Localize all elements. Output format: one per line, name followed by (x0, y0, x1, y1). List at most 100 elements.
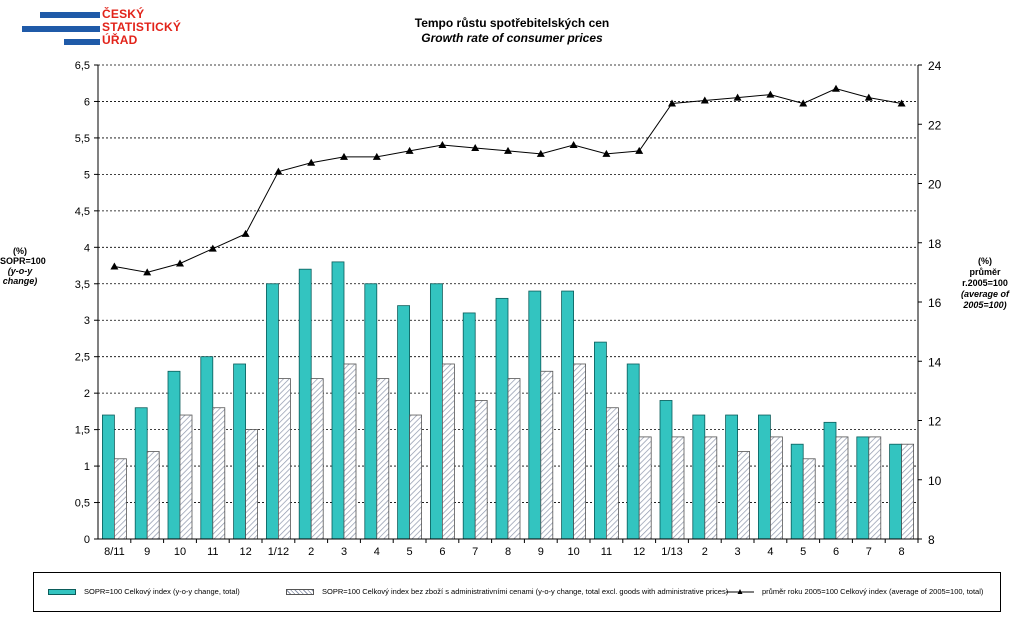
y-tick-label-left: 6 (84, 96, 90, 108)
bar-total (331, 261, 345, 540)
index-point (340, 152, 348, 160)
index-point (733, 93, 742, 101)
index-point (274, 167, 283, 175)
x-tick-label: 5 (407, 546, 413, 558)
index-point (208, 244, 217, 252)
bar-excl-admin (114, 458, 127, 540)
x-tick-label: 12 (239, 546, 251, 558)
x-tick-label: 8 (899, 546, 905, 558)
bar-excl-admin (146, 451, 160, 540)
legend-swatch-total (48, 589, 76, 595)
bar-total (233, 363, 247, 540)
index-point (372, 152, 381, 160)
y-tick-label-left: 3,5 (75, 279, 90, 291)
index-point (799, 99, 808, 107)
x-tick-label: 3 (341, 546, 347, 558)
bar-excl-admin (573, 363, 586, 540)
y-tick-label-right: 16 (928, 296, 942, 310)
x-tick-label: 8 (505, 546, 511, 558)
y-tick-label-left: 1 (84, 461, 90, 473)
legend-swatch-excl-admin (286, 589, 314, 595)
logo-line-2: STATISTICKÝ (102, 20, 182, 34)
x-tick-label: 10 (174, 546, 186, 558)
legend-label: průměr roku 2005=100 Celkový index (aver… (762, 587, 984, 596)
y-tick-label-right: 20 (928, 178, 942, 192)
bar-excl-admin (901, 443, 914, 540)
index-point (504, 146, 512, 154)
y-tick-label-left: 5,5 (75, 133, 90, 145)
left-axis-label: (%) SOPR=100 (y-o-y change) (0, 246, 46, 286)
y-tick-label-right: 8 (928, 533, 935, 547)
bar-excl-admin (179, 414, 193, 540)
bar-total (102, 414, 115, 540)
right-axis-label-line: průměr r.2005=100 (962, 267, 1008, 288)
y-tick-label-right: 22 (928, 118, 942, 132)
y-tick-label-right: 12 (928, 415, 942, 429)
bar-total (823, 421, 837, 540)
bar-total (134, 407, 148, 540)
bar-total (364, 283, 378, 540)
x-tick-label: 10 (567, 546, 579, 558)
y-tick-label-left: 4 (84, 242, 90, 254)
csu-logo: ČESKÝ STATISTICKÝ ÚŘAD (22, 8, 192, 48)
right-axis-label-line: (average of 2005=100) (960, 289, 1010, 310)
index-point (536, 149, 545, 157)
bar-excl-admin (376, 378, 390, 540)
x-tick-label: 7 (472, 546, 478, 558)
bar-total (856, 436, 870, 540)
logo-line-1: ČESKÝ (102, 7, 145, 21)
bar-excl-admin (802, 458, 816, 540)
bar-excl-admin (868, 436, 882, 540)
legend: SOPR=100 Celkový index (y-o-y change, to… (33, 572, 1001, 612)
bar-excl-admin (277, 378, 291, 540)
chart-subtitle: Growth rate of consumer prices (421, 31, 603, 45)
logo-line-3: ÚŘAD (102, 33, 138, 47)
bar-total (594, 341, 607, 540)
bar-total (462, 312, 476, 540)
index-point (405, 146, 414, 154)
x-tick-label: 9 (538, 546, 544, 558)
left-axis-label-line: (y-o-y change) (2, 266, 38, 286)
chart-title: Tempo růstu spotřebitelských cen (414, 16, 610, 30)
x-tick-label: 9 (144, 546, 150, 558)
y-tick-label-right: 10 (928, 474, 942, 488)
x-tick-label: 6 (439, 546, 445, 558)
bar-total (692, 414, 706, 540)
bar-excl-admin (310, 378, 324, 540)
y-tick-label-left: 3 (84, 315, 90, 327)
y-tick-label-left: 1,5 (75, 425, 90, 437)
left-axis-label-line: (%) (13, 246, 27, 256)
x-tick-label: 2 (308, 546, 314, 558)
bar-excl-admin (441, 363, 455, 540)
index-point (176, 259, 184, 267)
right-axis-label-line: (%) (978, 256, 992, 266)
y-tick-label-left: 4,5 (75, 206, 90, 218)
bar-excl-admin (737, 451, 750, 540)
bar-excl-admin (343, 363, 357, 540)
x-tick-label: 2 (702, 546, 708, 558)
y-tick-label-left: 5 (84, 169, 90, 181)
bars (102, 261, 914, 540)
bar-total (659, 400, 673, 540)
bar-excl-admin (409, 414, 423, 540)
y-tick-label-left: 2 (84, 388, 90, 400)
x-tick-label: 4 (374, 546, 380, 558)
index-point (864, 93, 873, 101)
index-point (307, 158, 316, 166)
x-tick-label: 6 (833, 546, 839, 558)
x-tick-label: 7 (866, 546, 872, 558)
bar-excl-admin (671, 436, 685, 540)
bar-total (626, 363, 640, 540)
bar-excl-admin (474, 400, 488, 540)
index-point (143, 268, 152, 276)
bar-excl-admin (212, 407, 226, 540)
bar-excl-admin (770, 436, 783, 540)
logo-stripe (22, 26, 100, 32)
y-tick-label-left: 2,5 (75, 352, 90, 364)
y-tick-label-right: 18 (928, 237, 942, 251)
bar-total (167, 370, 181, 540)
y-tick-label-left: 0,5 (75, 498, 90, 510)
bar-total (265, 283, 279, 540)
y-tick-label-right: 24 (928, 59, 942, 73)
bar-total (725, 414, 738, 540)
